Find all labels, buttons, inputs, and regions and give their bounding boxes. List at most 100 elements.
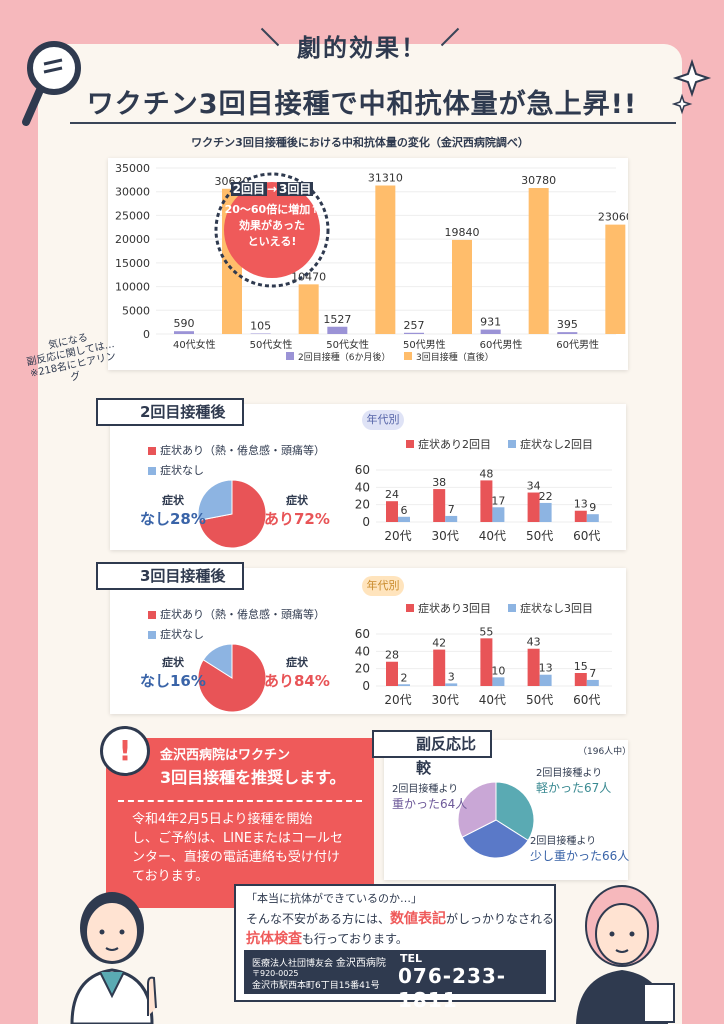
value-label: 43 (527, 636, 541, 649)
y-tick-label: 40 (355, 480, 370, 494)
pie2-legend: 症状あり（熱・倦怠感・頭痛等） 症状なし (148, 606, 325, 642)
value-label: 257 (404, 319, 425, 332)
legend-swatch-yes (148, 447, 156, 455)
age-pill-2: 年代別 (362, 576, 404, 596)
bar (586, 679, 599, 686)
x-tick-label: 60代 (573, 693, 600, 707)
doctor-illustration (70, 892, 157, 1024)
cta-p1: 令和4年2月5日より接種を開始 (132, 812, 313, 827)
bar (605, 224, 626, 334)
y-tick-label: 0 (143, 328, 150, 341)
y-tick-label: 0 (362, 515, 370, 529)
bar (539, 502, 552, 522)
pie-slice (461, 819, 529, 859)
x-tick-label: 20代 (384, 693, 411, 707)
bar (445, 683, 458, 686)
bar (480, 329, 501, 334)
bar (398, 684, 410, 686)
bar (557, 332, 578, 334)
compare-pie (457, 781, 535, 859)
dose2-title: 2回目接種後 (96, 398, 244, 426)
y-tick-label: 20 (355, 498, 370, 512)
bar (452, 239, 472, 334)
bar (574, 673, 587, 686)
bar (386, 501, 398, 522)
cta-line2: 3回目接種を推奨します。 (160, 768, 346, 787)
y-tick-label: 60 (355, 463, 370, 477)
x-tick-label: 60代男性 (556, 338, 599, 351)
pie-slice (202, 643, 233, 679)
bar (433, 649, 446, 686)
value-label: 13 (539, 662, 553, 675)
light-label: 2回目接種より 軽かった67人 (536, 768, 612, 795)
bar (480, 480, 493, 522)
pie2-none-label: 症状 なし16% (140, 656, 206, 690)
value-label: 23060 (598, 211, 628, 224)
age-pill-1: 年代別 (362, 410, 404, 430)
y-tick-label: 25000 (115, 209, 150, 222)
pie1-yes-label: 症状 あり72% (264, 494, 330, 528)
legend-label: 症状あり2回目 (418, 437, 491, 451)
y-tick-label: 20000 (115, 233, 150, 246)
dose3-age-chart: 症状あり3回目 症状なし3回目 60 40 20 0 282 20代 42 3 30代 55 10 40代… (355, 601, 612, 707)
legend-swatch (508, 440, 516, 448)
value-label: 1527 (323, 313, 351, 326)
bubble-line1: 2回目 (230, 182, 267, 196)
bubble-text2: 効果があった (239, 219, 305, 232)
legend-label: 症状なし2回目 (520, 437, 593, 451)
legend-swatch (286, 352, 294, 360)
footer-line3: 抗体検査も行っております。 (246, 931, 408, 947)
y-tick-label: 20 (355, 662, 370, 676)
starburst-bubble (214, 172, 330, 288)
value-label: 931 (480, 316, 501, 329)
value-label: 2 (401, 671, 408, 684)
x-tick-label: 40代 (479, 693, 506, 707)
compare-title: 副反応比較 (372, 730, 492, 777)
legend-swatch-no-2 (148, 631, 156, 639)
value-label: 590 (174, 317, 195, 330)
bubble-text: 2回目 → 3回目 20〜60倍に増加↑ 効果があった といえる! (214, 180, 330, 249)
cta-divider (118, 800, 362, 802)
value-label: 30780 (521, 174, 556, 187)
pie1-none-label: 症状 なし28% (140, 494, 206, 528)
dose3-title: 3回目接種後 (96, 562, 244, 590)
cta-p4: ております。 (132, 869, 209, 884)
value-label: 19840 (445, 226, 480, 239)
value-label: 395 (557, 318, 578, 331)
bar (404, 332, 424, 334)
value-label: 55 (479, 625, 493, 638)
value-label: 7 (448, 503, 455, 516)
heavy-label: 2回目接種より 重かった64人 (392, 784, 468, 811)
y-tick-label: 35000 (115, 162, 150, 175)
value-label: 6 (401, 504, 408, 517)
bar (492, 507, 505, 522)
bar (528, 188, 549, 334)
value-label: 38 (432, 476, 446, 489)
compare-count: （196人中） (578, 747, 632, 757)
bubble-text1: 20〜60倍に増加↑ (224, 203, 320, 216)
x-tick-label: 30代 (432, 529, 459, 543)
bar (539, 674, 552, 686)
x-tick-label: 20代 (384, 529, 411, 543)
bar (298, 284, 319, 334)
value-label: 9 (589, 501, 596, 514)
tel-number[interactable]: 076-233-1811 (398, 964, 507, 1012)
bubble-arrow: → (266, 182, 278, 196)
value-label: 10 (491, 664, 505, 677)
x-tick-label: 50代女性 (326, 338, 369, 351)
pie2-legend-yes: 症状あり（熱・倦怠感・頭痛等） (160, 608, 325, 621)
y-tick-label: 15000 (115, 257, 150, 270)
tel-label: TEL (400, 952, 423, 965)
legend-label: 2回目接種（6か月後） (298, 351, 390, 363)
value-label: 42 (432, 637, 446, 650)
legend-label: 症状あり3回目 (418, 601, 491, 615)
bar (386, 661, 398, 686)
slight-heavy-label: 2回目接種より 少し重かった66人 (530, 836, 630, 863)
legend-swatch (406, 604, 414, 612)
cta-p2: し、ご予約は、LINEまたはコールセ (132, 831, 344, 846)
x-tick-label: 50代男性 (403, 338, 446, 351)
pie2-yes-label: 症状 あり84% (264, 656, 330, 690)
value-label: 34 (527, 480, 541, 493)
bar (527, 648, 540, 686)
legend-swatch (508, 604, 516, 612)
